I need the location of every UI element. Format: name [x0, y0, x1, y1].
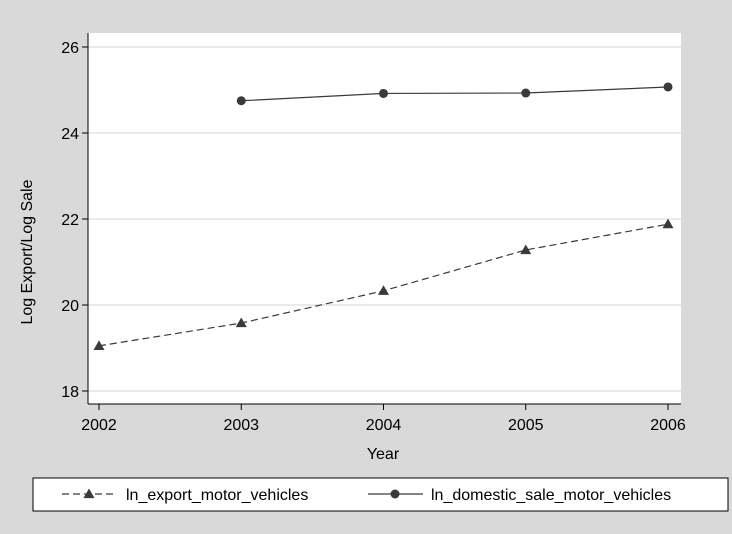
series-1-point-2 — [521, 88, 531, 98]
x-tick-label-1: 2003 — [223, 417, 259, 434]
legend-label-1: ln_domestic_sale_motor_vehicles — [431, 487, 671, 504]
x-tick-label-3: 2005 — [508, 417, 544, 434]
x-tick-label-4: 2006 — [650, 417, 686, 434]
gridlines — [88, 46, 681, 392]
y-tick-label-0: 18 — [61, 384, 79, 401]
y-axis-title: Log Export/Log Sale — [19, 179, 36, 324]
legend-key-marker-1 — [390, 489, 400, 499]
series-0-point-0 — [93, 340, 105, 350]
series-1-point-3 — [663, 82, 673, 92]
y-tick-label-4: 26 — [61, 40, 79, 57]
legend: ln_export_motor_vehicles ln_domestic_sale… — [32, 477, 729, 512]
series-0-point-3 — [520, 244, 532, 255]
y-tick-label-3: 24 — [61, 126, 79, 143]
y-tick-label-1: 20 — [61, 298, 79, 315]
series-1-point-1 — [379, 88, 388, 98]
series-1-line — [241, 86, 669, 102]
x-axis-title: Year — [367, 446, 400, 463]
x-axis-ticks: 2002 2003 2004 2005 2006 — [81, 404, 686, 434]
x-tick-label-0: 2002 — [81, 417, 117, 434]
series-0-point-1 — [235, 317, 247, 328]
series-0 — [93, 218, 674, 350]
y-axis-ticks: 18 20 22 24 26 — [61, 40, 88, 401]
series-0-point-2 — [378, 285, 389, 295]
series-group — [93, 82, 674, 350]
series-0-point-4 — [662, 218, 674, 229]
legend-key-marker-0 — [83, 488, 95, 499]
legend-label-0: ln_export_motor_vehicles — [126, 487, 308, 504]
x-tick-label-2: 2004 — [366, 417, 402, 434]
series-1-point-0 — [236, 96, 246, 106]
series-1 — [236, 82, 673, 106]
y-tick-label-2: 22 — [61, 212, 79, 229]
